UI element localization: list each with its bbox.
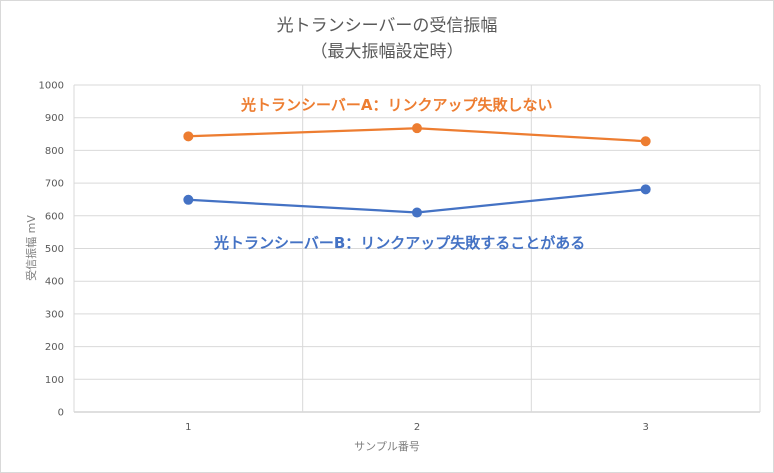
annotation-transceiver-b: 光トランシーバーB：リンクアップ失敗することがある [213, 234, 585, 252]
y-axis-title: 受信振幅 mV [24, 215, 38, 281]
y-tick-label: 400 [45, 277, 64, 288]
y-tick-label: 300 [45, 309, 64, 320]
y-tick-label: 500 [45, 244, 64, 255]
series [183, 123, 651, 218]
series-point-a [183, 131, 194, 142]
series-point-b [412, 207, 422, 218]
y-tick-label: 100 [45, 375, 64, 386]
y-tick-label: 900 [45, 113, 64, 124]
y-tick-label: 0 [58, 408, 64, 419]
series-point-a [412, 123, 422, 134]
y-tick-label: 1000 [39, 81, 64, 92]
chart-subtitle: （最大振幅設定時） [311, 42, 464, 62]
series-point-a [640, 136, 651, 147]
series-point-b [640, 184, 651, 195]
annotation-transceiver-a: 光トランシーバーA：リンクアップ失敗しない [240, 96, 552, 114]
series-point-b [183, 194, 194, 205]
y-tick-label: 800 [45, 146, 64, 157]
y-axis-ticks: 0 100 200 300 400 500 600 700 800 900 1000 [39, 81, 64, 419]
y-tick-label: 600 [45, 211, 64, 222]
y-tick-label: 700 [45, 179, 64, 190]
x-tick-label: 1 [185, 422, 191, 433]
x-tick-label: 3 [642, 422, 648, 433]
x-tick-label: 2 [414, 422, 420, 433]
x-axis-ticks: 1 2 3 [185, 422, 649, 433]
chart-title: 光トランシーバーの受信振幅 [277, 16, 498, 36]
y-tick-label: 200 [45, 342, 64, 353]
grid [73, 84, 761, 413]
x-axis-title: サンプル番号 [354, 440, 420, 453]
